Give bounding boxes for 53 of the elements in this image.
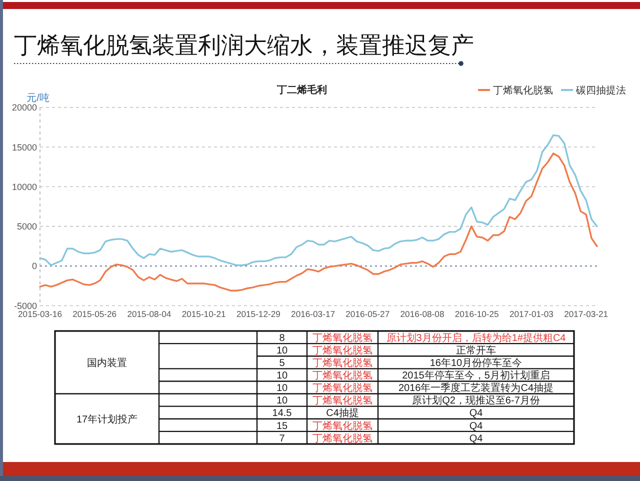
text: Q4 <box>469 408 484 420</box>
text: 8 <box>279 332 286 344</box>
x-tick-label: 2015-10-21 <box>182 309 226 319</box>
y-axis-title: 元/吨 <box>26 92 50 104</box>
text: 丁烯氧化脱氢 <box>312 356 372 369</box>
text: 丁烯氧化脱氢 <box>312 370 372 382</box>
line-series <box>39 134 598 266</box>
chart-subtitle: 丁二烯毛利 <box>276 84 327 96</box>
text: 10 <box>276 383 288 394</box>
text: 14.5 <box>272 408 292 420</box>
y-tick-label: 10000 <box>12 182 37 192</box>
text: 国内装置 <box>87 356 127 369</box>
legend-label: 丁烯氧化脱氢 <box>493 84 553 96</box>
x-tick-label: 2016-08-08 <box>400 309 444 319</box>
x-tick-label: 2015-12-29 <box>236 309 281 319</box>
text: 5 <box>279 358 286 369</box>
text: 15 <box>276 420 288 432</box>
text: 丁烯氧化脱氢 <box>312 420 372 432</box>
text: C4抽提 <box>326 407 359 420</box>
y-tick-label: 0 <box>32 261 37 272</box>
text: Q4 <box>469 420 484 432</box>
x-tick-label: 2015-03-16 <box>18 309 62 319</box>
text: 10 <box>276 396 288 407</box>
x-tick-label: 2015-05-26 <box>72 309 117 319</box>
text: 原计划3月份开启，后转为给1#提供粗C4 <box>386 332 566 344</box>
text: 16年10月份停车至今 <box>430 356 522 369</box>
text: 正常开车 <box>456 344 496 356</box>
legend-label: 碳四抽提法 <box>575 84 626 96</box>
y-tick-label: 5000 <box>16 222 37 232</box>
x-tick-label: 2016-05-27 <box>346 309 390 319</box>
text: 17年计划投产 <box>76 413 138 426</box>
text: 2016年一季度工艺装置转为C4抽提 <box>398 382 554 394</box>
text: 原计划Q2，现推迟至6-7月份 <box>412 394 540 407</box>
x-tick-label: 2015-08-04 <box>127 309 172 319</box>
text: 7 <box>279 433 286 444</box>
text: 丁烯氧化脱氢 <box>312 344 372 356</box>
text: 丁烯氧化脱氢 <box>312 332 372 344</box>
text: 10 <box>276 345 288 356</box>
text: 丁烯氧化脱氢 <box>312 382 372 394</box>
text: 丁烯氧化脱氢 <box>312 432 372 444</box>
x-tick-label: 2016-10-25 <box>454 309 500 319</box>
text: 2015年停车至今，5月初计划重启 <box>402 370 550 382</box>
chart-title: 丁烯氧化脱氢装置利润大缩水，装置推迟复产 <box>14 32 474 58</box>
text: Q4 <box>469 433 484 444</box>
text: 10 <box>276 370 288 382</box>
x-tick-label: 2017-01-03 <box>509 309 554 319</box>
line-series <box>39 152 598 292</box>
text: 丁烯氧化脱氢 <box>312 394 372 407</box>
y-tick-label: 20000 <box>12 102 37 113</box>
y-tick-label: 15000 <box>12 142 37 152</box>
x-tick-label: 2017-03-21 <box>564 309 608 319</box>
y-tick-label: -5000 <box>14 300 37 311</box>
x-tick-label: 2016-03-17 <box>291 309 336 319</box>
